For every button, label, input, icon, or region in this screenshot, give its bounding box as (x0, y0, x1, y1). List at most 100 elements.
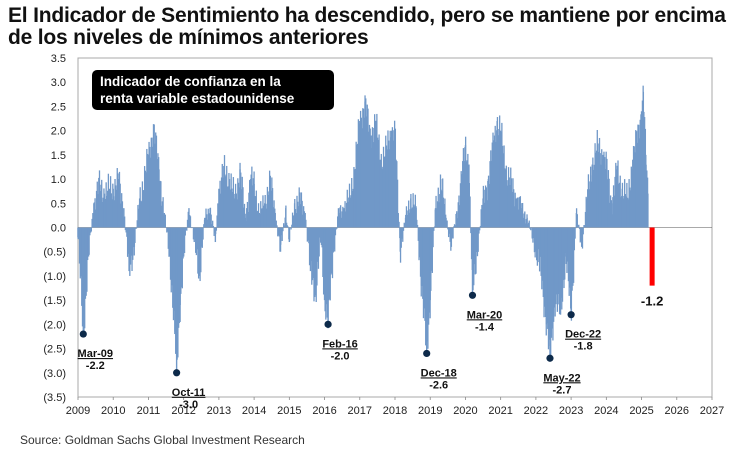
sentiment-bar (562, 227, 564, 281)
sentiment-bar (485, 187, 487, 228)
sentiment-bar (473, 227, 475, 286)
sentiment-bar (87, 227, 89, 261)
sentiment-bar (130, 227, 132, 256)
sentiment-bar (517, 197, 519, 228)
sentiment-bar (484, 185, 487, 228)
sentiment-bar (614, 176, 616, 228)
sentiment-bar (388, 149, 391, 228)
sentiment-bar (406, 214, 408, 228)
sentiment-bar (230, 173, 232, 228)
sentiment-bar (465, 161, 468, 228)
sentiment-bar (413, 204, 415, 228)
sentiment-bar (77, 227, 79, 238)
x-axis: 2009 2010 2011 2012 2013 2014 2015 2016 2017 2018… (66, 397, 724, 417)
latest-bar (649, 227, 655, 286)
sentiment-bar (457, 202, 459, 228)
sentiment-bar (392, 130, 394, 228)
sentiment-bar (113, 200, 115, 228)
sentiment-bar (156, 159, 158, 228)
sentiment-bar (258, 212, 261, 228)
sentiment-bar (94, 198, 96, 228)
sentiment-bar (427, 227, 429, 349)
sentiment-bar (396, 161, 398, 228)
sentiment-bar (162, 197, 164, 228)
sentiment-bar (330, 227, 332, 275)
sentiment-bar (374, 120, 377, 228)
sentiment-bar (257, 203, 260, 228)
sentiment-bar (422, 227, 425, 319)
sentiment-bar (630, 166, 632, 228)
sentiment-bar (442, 178, 444, 228)
sentiment-bar (308, 227, 310, 244)
sentiment-bar (145, 172, 147, 228)
sentiment-bar (166, 227, 169, 232)
sentiment-bar (276, 225, 278, 228)
sentiment-bar (482, 198, 484, 228)
sentiment-bar (342, 206, 344, 228)
sentiment-bar (317, 227, 320, 269)
sentiment-bar (313, 227, 315, 302)
sentiment-bar (254, 196, 257, 228)
sentiment-bar (362, 108, 365, 228)
sentiment-bar (308, 227, 311, 266)
sentiment-bar (353, 169, 356, 228)
sentiment-bar (345, 211, 347, 228)
sentiment-bar (603, 151, 605, 228)
sentiment-bar (263, 205, 265, 228)
sentiment-bar (224, 176, 226, 228)
sentiment-bar (536, 227, 539, 266)
sentiment-bar (559, 227, 562, 315)
sentiment-bar (89, 227, 92, 233)
trough-marker (324, 320, 332, 328)
sentiment-bar (473, 227, 476, 265)
sentiment-bar (491, 142, 493, 228)
sentiment-bar (533, 227, 535, 239)
trough-marker (173, 369, 181, 377)
sentiment-bar (566, 227, 568, 273)
sentiment-bar (138, 198, 141, 228)
sentiment-bar (207, 208, 209, 228)
sentiment-bar (346, 189, 348, 228)
sentiment-bar (95, 209, 97, 228)
sentiment-bar (241, 176, 243, 228)
sentiment-bar (206, 219, 209, 228)
x-tick-label: 2023 (559, 405, 583, 417)
sentiment-bar (461, 174, 463, 228)
sentiment-bar (237, 178, 239, 228)
sentiment-bar (93, 203, 95, 228)
sentiment-bar (526, 217, 528, 228)
sentiment-bar (169, 227, 172, 280)
sentiment-bar (401, 227, 403, 239)
sentiment-bar (428, 227, 430, 325)
sentiment-bar (550, 227, 553, 338)
sentiment-bar (492, 140, 495, 228)
y-tick-label: (1.0) (43, 271, 66, 283)
sentiment-bar (504, 168, 506, 228)
sentiment-bar (188, 208, 190, 228)
sentiment-bar (628, 179, 630, 228)
sentiment-bar (216, 215, 218, 228)
y-tick-label: 3.5 (51, 53, 66, 65)
sentiment-bar (607, 170, 610, 228)
sentiment-bar (154, 143, 156, 228)
sentiment-bar (412, 193, 414, 228)
sentiment-bar (204, 217, 206, 228)
sentiment-bar (110, 193, 112, 228)
sentiment-bar (548, 227, 550, 340)
sentiment-bar (609, 195, 612, 228)
sentiment-bar (389, 130, 391, 228)
sentiment-bar (332, 227, 335, 252)
sentiment-bar (209, 208, 211, 228)
sentiment-bar (179, 227, 181, 305)
sentiment-bar (598, 137, 601, 228)
sentiment-bar (226, 186, 229, 228)
sentiment-bar (570, 227, 572, 315)
x-tick-label: 2022 (524, 405, 548, 417)
sentiment-bar (538, 227, 540, 263)
sentiment-bar (633, 146, 635, 228)
sentiment-bar (477, 227, 479, 247)
sentiment-bar (195, 227, 198, 256)
sentiment-bar (189, 215, 191, 228)
sentiment-bar (228, 179, 231, 228)
sentiment-bar (413, 206, 416, 228)
